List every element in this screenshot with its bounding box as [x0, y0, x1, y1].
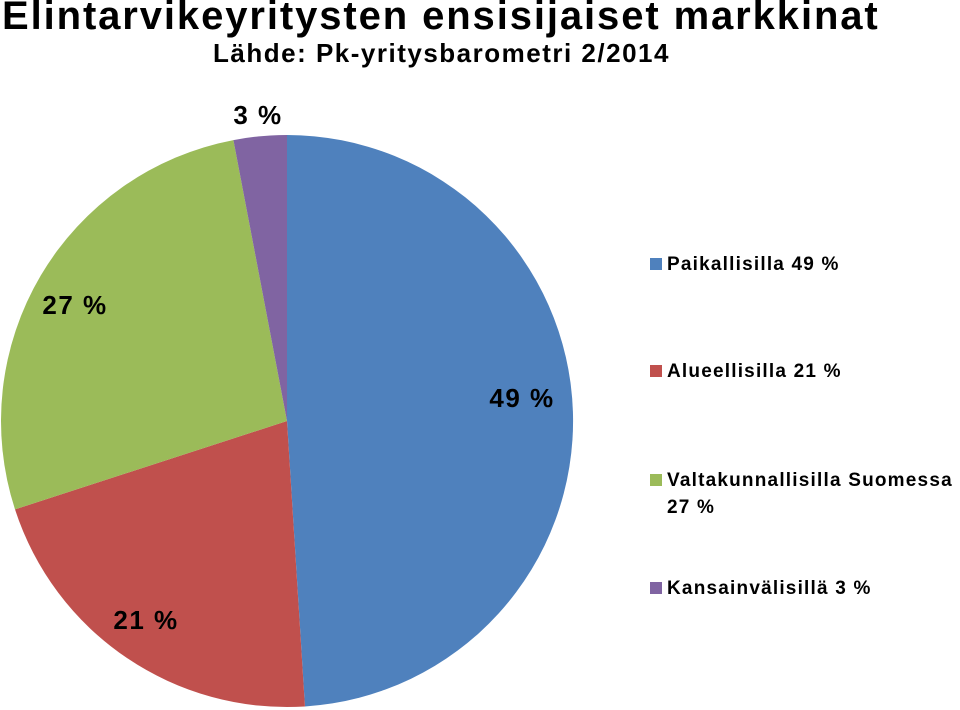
legend-item-paikallisilla: Paikallisilla 49 % — [650, 251, 959, 305]
data-label-paikallisilla: 49 % — [489, 383, 555, 413]
data-label-alueellisilla: 21 % — [113, 605, 179, 635]
legend-swatch — [650, 258, 662, 270]
pie-slice-alueellisilla — [15, 421, 305, 708]
pie-slice-valtakunnallisilla-suomessa — [1, 140, 287, 510]
pie-slice-kansainvalisilla — [233, 135, 287, 421]
legend-swatch — [650, 365, 662, 377]
data-label-valtakunnallisilla-suomessa: 27 % — [42, 290, 108, 320]
legend-swatch — [650, 474, 662, 486]
legend-label: Alueellisilla 21 % — [667, 361, 842, 382]
legend-label: Paikallisilla 49 % — [667, 254, 840, 275]
pie-slice-paikallisilla — [287, 134, 574, 707]
data-label-kansainvalisilla: 3 % — [233, 100, 283, 130]
legend-label: Kansainvälisillä 3 % — [667, 578, 872, 599]
chart-subtitle: Lähde: Pk-yritysbarometri 2/2014 — [213, 38, 670, 68]
legend-swatch — [650, 582, 662, 594]
legend-label: Valtakunnallisilla Suomessa 27 % — [667, 470, 953, 518]
legend-item-valtakunnallisilla-suomessa: Valtakunnallisilla Suomessa 27 % — [650, 467, 959, 521]
legend-item-kansainvalisilla: Kansainvälisillä 3 % — [650, 575, 959, 629]
chart-title: Elintarvikeyritysten ensisijaiset markki… — [2, 0, 880, 38]
legend-item-alueellisilla: Alueellisilla 21 % — [650, 358, 959, 412]
